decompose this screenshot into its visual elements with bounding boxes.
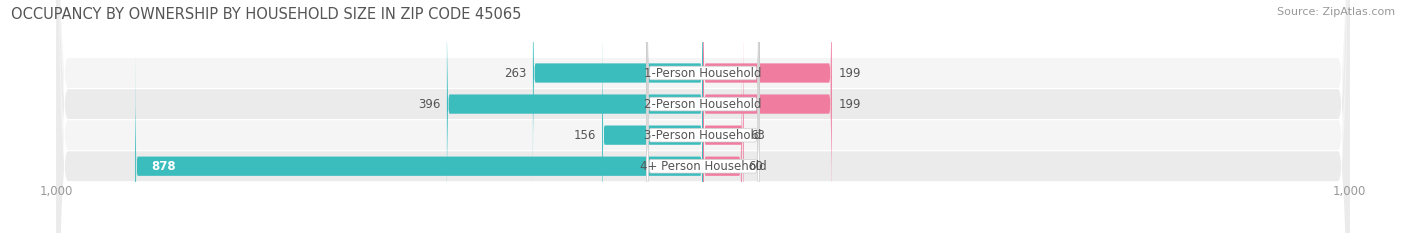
FancyBboxPatch shape [647,0,759,233]
FancyBboxPatch shape [56,0,1350,233]
FancyBboxPatch shape [703,51,742,233]
Text: 1-Person Household: 1-Person Household [644,66,762,79]
Text: 263: 263 [505,66,526,79]
FancyBboxPatch shape [533,0,703,188]
FancyBboxPatch shape [56,0,1350,233]
Text: 199: 199 [838,98,860,111]
Text: 156: 156 [574,129,596,142]
FancyBboxPatch shape [56,0,1350,233]
Text: 60: 60 [748,160,763,173]
FancyBboxPatch shape [447,0,703,219]
Text: 199: 199 [838,66,860,79]
FancyBboxPatch shape [56,0,1350,233]
FancyBboxPatch shape [647,0,759,233]
FancyBboxPatch shape [647,0,759,233]
FancyBboxPatch shape [135,51,703,233]
Text: 63: 63 [751,129,765,142]
Text: OCCUPANCY BY OWNERSHIP BY HOUSEHOLD SIZE IN ZIP CODE 45065: OCCUPANCY BY OWNERSHIP BY HOUSEHOLD SIZE… [11,7,522,22]
FancyBboxPatch shape [703,0,832,219]
Text: 878: 878 [152,160,176,173]
Text: 2-Person Household: 2-Person Household [644,98,762,111]
Text: 396: 396 [418,98,440,111]
FancyBboxPatch shape [602,21,703,233]
Text: 4+ Person Household: 4+ Person Household [640,160,766,173]
FancyBboxPatch shape [703,0,832,188]
FancyBboxPatch shape [703,21,744,233]
FancyBboxPatch shape [647,0,759,233]
Text: Source: ZipAtlas.com: Source: ZipAtlas.com [1277,7,1395,17]
Text: 3-Person Household: 3-Person Household [644,129,762,142]
